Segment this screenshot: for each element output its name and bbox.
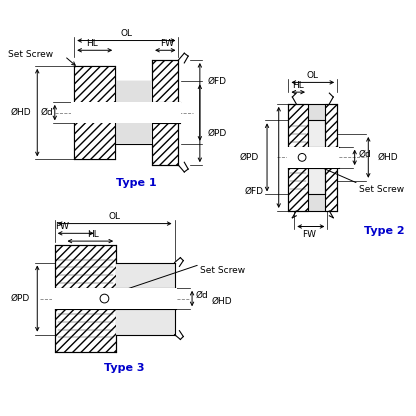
- Polygon shape: [115, 82, 152, 144]
- Polygon shape: [52, 288, 178, 309]
- Text: HL: HL: [87, 230, 99, 239]
- Text: Set Screw: Set Screw: [8, 50, 53, 59]
- Text: ØHD: ØHD: [11, 108, 32, 117]
- Polygon shape: [308, 120, 325, 194]
- Text: ØPD: ØPD: [240, 153, 259, 162]
- Text: FW: FW: [302, 230, 316, 239]
- Text: OL: OL: [109, 212, 121, 221]
- Polygon shape: [288, 104, 308, 211]
- Polygon shape: [288, 104, 337, 211]
- Polygon shape: [55, 245, 116, 352]
- Text: ØFD: ØFD: [244, 187, 263, 196]
- Text: ØHD: ØHD: [212, 297, 232, 306]
- Text: FW: FW: [56, 222, 69, 231]
- Polygon shape: [71, 102, 181, 123]
- Text: Set Screw: Set Screw: [200, 266, 245, 275]
- Polygon shape: [74, 66, 115, 159]
- Text: Set Screw: Set Screw: [359, 185, 404, 194]
- Text: ØPD: ØPD: [10, 294, 30, 303]
- Text: HL: HL: [292, 81, 304, 90]
- Polygon shape: [325, 104, 337, 211]
- Polygon shape: [152, 60, 178, 165]
- Text: Ød: Ød: [196, 291, 209, 300]
- Text: Type 3: Type 3: [104, 363, 145, 373]
- Polygon shape: [287, 147, 339, 168]
- Text: Ød: Ød: [40, 108, 53, 117]
- Text: OL: OL: [307, 71, 319, 80]
- Text: Ød: Ød: [359, 150, 371, 159]
- Text: FW: FW: [160, 39, 174, 48]
- Text: ØPD: ØPD: [208, 129, 227, 138]
- Text: ØFD: ØFD: [208, 77, 227, 86]
- Text: OL: OL: [120, 29, 132, 38]
- Polygon shape: [116, 262, 175, 334]
- Text: Type 1: Type 1: [116, 178, 156, 188]
- Text: ØHD: ØHD: [378, 153, 399, 162]
- Text: HL: HL: [86, 39, 98, 48]
- Text: Type 2: Type 2: [364, 226, 405, 236]
